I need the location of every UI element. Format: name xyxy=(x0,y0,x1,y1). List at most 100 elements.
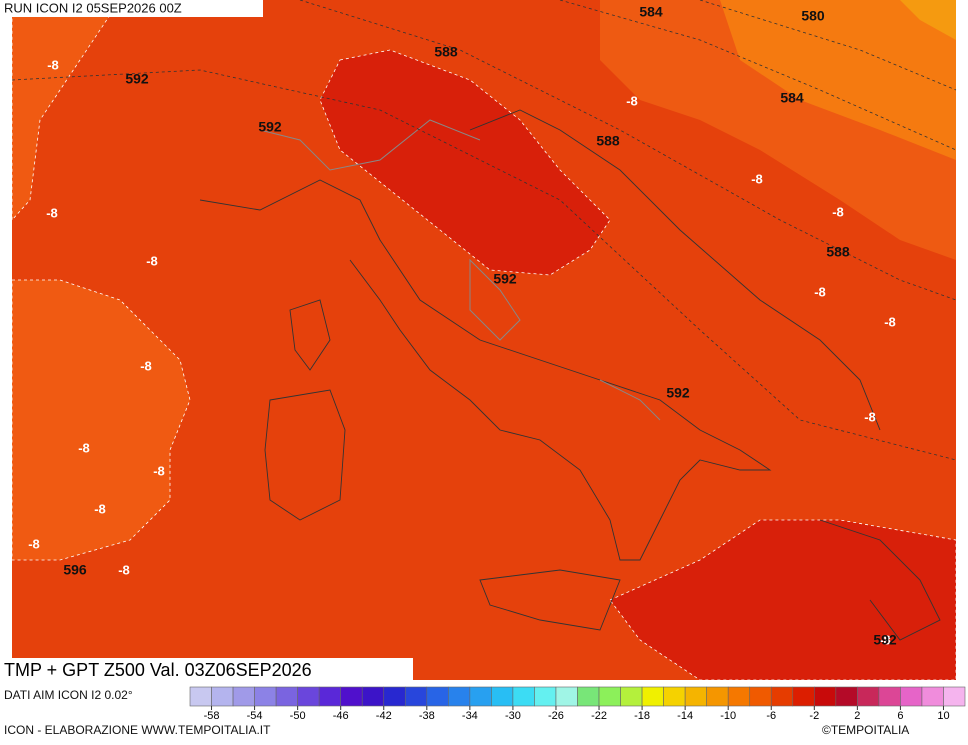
contour-label: 592 xyxy=(125,71,149,87)
color-swatch xyxy=(598,686,621,707)
contour-label: -8 xyxy=(879,632,891,647)
color-swatch xyxy=(534,686,557,707)
contour-label: -8 xyxy=(146,253,158,268)
color-swatch xyxy=(706,686,729,707)
contour-label: -8 xyxy=(864,409,876,424)
tick-label: -10 xyxy=(720,710,736,722)
color-swatch xyxy=(275,686,298,707)
contour-label: -8 xyxy=(94,501,106,516)
color-swatch xyxy=(361,686,385,707)
color-swatch xyxy=(404,686,428,707)
colorbar: -58 -54 -50 -46 -42 -38 -34 -30 -26 -22 -18 -14 -10-… xyxy=(189,686,966,722)
coastlines xyxy=(199,109,941,641)
contour-label: -8 xyxy=(884,314,896,329)
contour-label: 592 xyxy=(258,119,282,135)
color-swatch xyxy=(835,686,858,707)
color-swatch xyxy=(448,686,471,707)
tick-label: -34 xyxy=(462,710,478,722)
contour-label: 584 xyxy=(780,90,804,106)
warm-zone-w xyxy=(11,279,191,561)
tick-label: -54 xyxy=(247,710,263,722)
color-swatch xyxy=(792,686,815,707)
tick-label: -6 xyxy=(766,710,776,722)
color-swatch xyxy=(512,686,535,707)
contour-label: -8 xyxy=(78,440,90,455)
contour-label: -8 xyxy=(47,57,59,72)
tick-label: 6 xyxy=(897,710,903,722)
color-swatch xyxy=(297,686,320,707)
tick-label: -50 xyxy=(290,710,306,722)
hot-zone-north xyxy=(319,49,611,276)
warm-zone-far-ne xyxy=(720,0,956,160)
tick-label: -46 xyxy=(333,710,349,722)
tick-label: -42 xyxy=(376,710,392,722)
color-swatch xyxy=(684,686,707,707)
color-swatch xyxy=(943,686,966,707)
contour-label: -8 xyxy=(626,93,638,108)
contour-label: 588 xyxy=(596,133,620,149)
contour-label: -8 xyxy=(118,562,130,577)
tick-label: -18 xyxy=(634,710,650,722)
color-swatch xyxy=(641,686,664,707)
data-source: DATI AIM ICON I2 0.02° xyxy=(4,688,133,702)
contour-label: 592 xyxy=(873,632,897,648)
title-box xyxy=(0,658,413,683)
tick-label: 10 xyxy=(937,710,949,722)
color-swatch xyxy=(318,686,341,707)
contour-label: 592 xyxy=(666,385,690,401)
color-swatch xyxy=(211,686,234,707)
contour-label: 588 xyxy=(434,44,458,60)
borders xyxy=(259,119,661,421)
tick-label: -58 xyxy=(204,710,220,722)
tick-label: -22 xyxy=(591,710,607,722)
color-swatch xyxy=(426,686,449,707)
color-swatch xyxy=(469,686,492,707)
tick-label: -14 xyxy=(677,710,693,722)
contour-label: 592 xyxy=(493,271,517,287)
map-area xyxy=(11,0,957,681)
color-swatch xyxy=(491,686,514,707)
footer-title: TMP + GPT Z500 Val. 03Z06SEP2026 xyxy=(4,660,312,680)
tick-label: -38 xyxy=(419,710,435,722)
contour-label: 584 xyxy=(639,4,663,20)
header-box xyxy=(0,0,263,17)
contour-label: -8 xyxy=(814,284,826,299)
color-swatch xyxy=(189,686,212,707)
color-swatch xyxy=(383,686,406,707)
color-swatch xyxy=(921,686,944,707)
tick-label: -26 xyxy=(548,710,564,722)
logo-text: ©TEMPOITALIA xyxy=(822,723,909,737)
hot-zone-south xyxy=(609,519,957,681)
credit: ICON - ELABORAZIONE WWW.TEMPOITALIA.IT xyxy=(4,723,271,737)
contour-label: 580 xyxy=(801,8,825,24)
contour-label: -8 xyxy=(153,463,165,478)
color-swatch xyxy=(900,686,923,707)
warm-zone-corner xyxy=(900,0,956,40)
warm-zone-nw xyxy=(11,0,121,222)
contour-label: -8 xyxy=(46,205,58,220)
contour-label: 588 xyxy=(826,244,850,260)
color-swatch xyxy=(814,686,837,707)
color-swatch xyxy=(878,686,901,707)
color-swatch xyxy=(254,686,277,707)
color-swatch xyxy=(727,686,751,707)
color-swatch xyxy=(340,686,363,707)
contour-label: -8 xyxy=(28,536,40,551)
contour-label: 596 xyxy=(63,562,87,578)
tick-label: -2 xyxy=(809,710,819,722)
geopotential-contours xyxy=(11,0,957,461)
run-label: RUN ICON I2 05SEP2026 00Z xyxy=(4,0,182,15)
color-swatch xyxy=(577,686,600,707)
color-swatch xyxy=(663,686,686,707)
tick-label: -30 xyxy=(505,710,521,722)
contour-label: -8 xyxy=(140,358,152,373)
color-swatch xyxy=(620,686,643,707)
tick-label: 2 xyxy=(854,710,860,722)
color-swatch xyxy=(857,686,880,707)
color-swatch xyxy=(749,686,772,707)
color-swatch xyxy=(555,686,578,707)
contour-label: -8 xyxy=(832,204,844,219)
